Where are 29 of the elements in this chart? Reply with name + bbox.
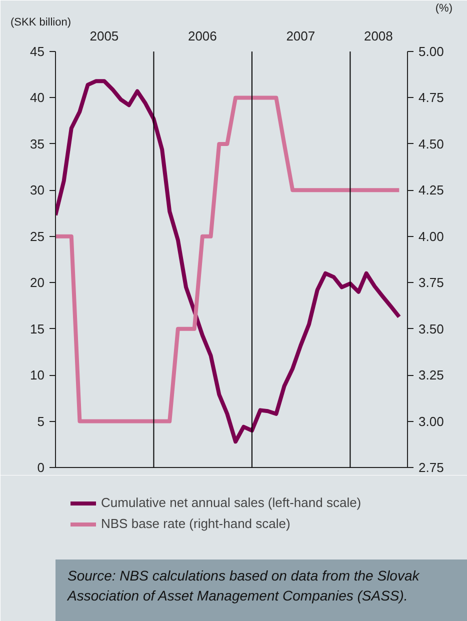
x-tick-label: 2007 bbox=[286, 28, 316, 44]
y-tick-label: 10 bbox=[30, 368, 45, 383]
y2-tick-label: 3.50 bbox=[418, 321, 444, 336]
y2-tick-label: 5.00 bbox=[418, 44, 444, 59]
x-tick-label: 2005 bbox=[90, 28, 119, 44]
y-tick-label: 30 bbox=[30, 182, 45, 198]
y-tick-label: 20 bbox=[30, 275, 45, 290]
y2-tick-label: 4.00 bbox=[418, 228, 444, 244]
y-axis-title: (SKK billion) bbox=[10, 16, 72, 28]
x-tick-label: 2006 bbox=[188, 28, 217, 44]
y-tick-label: 15 bbox=[30, 321, 45, 336]
y-tick-label: 5 bbox=[37, 414, 45, 429]
y-tick-label: 25 bbox=[30, 228, 45, 244]
y-tick-label: 40 bbox=[30, 90, 45, 106]
y2-tick-label: 3.75 bbox=[418, 275, 444, 290]
y2-tick-label: 2.75 bbox=[418, 460, 444, 475]
x-tick-label: 2008 bbox=[364, 28, 393, 44]
y2-tick-label: 4.75 bbox=[418, 90, 444, 106]
y2-tick-label: 4.50 bbox=[418, 136, 444, 152]
y2-tick-label: 4.25 bbox=[418, 182, 444, 198]
y-tick-label: 45 bbox=[30, 44, 45, 59]
source-note: Source: NBS calculations based on data from the Slovak Association of Asset Management Companies (SASS). bbox=[66, 568, 420, 604]
y2-axis-title: (%) bbox=[435, 2, 452, 14]
legend-label: NBS base rate (right-hand scale) bbox=[101, 516, 290, 531]
y2-tick-label: 3.25 bbox=[418, 368, 444, 383]
y2-tick-label: 3.00 bbox=[418, 414, 444, 429]
y-tick-label: 35 bbox=[30, 136, 45, 152]
y-tick-label: 0 bbox=[37, 460, 45, 475]
legend-label: Cumulative net annual sales (left-hand scale) bbox=[101, 495, 362, 510]
